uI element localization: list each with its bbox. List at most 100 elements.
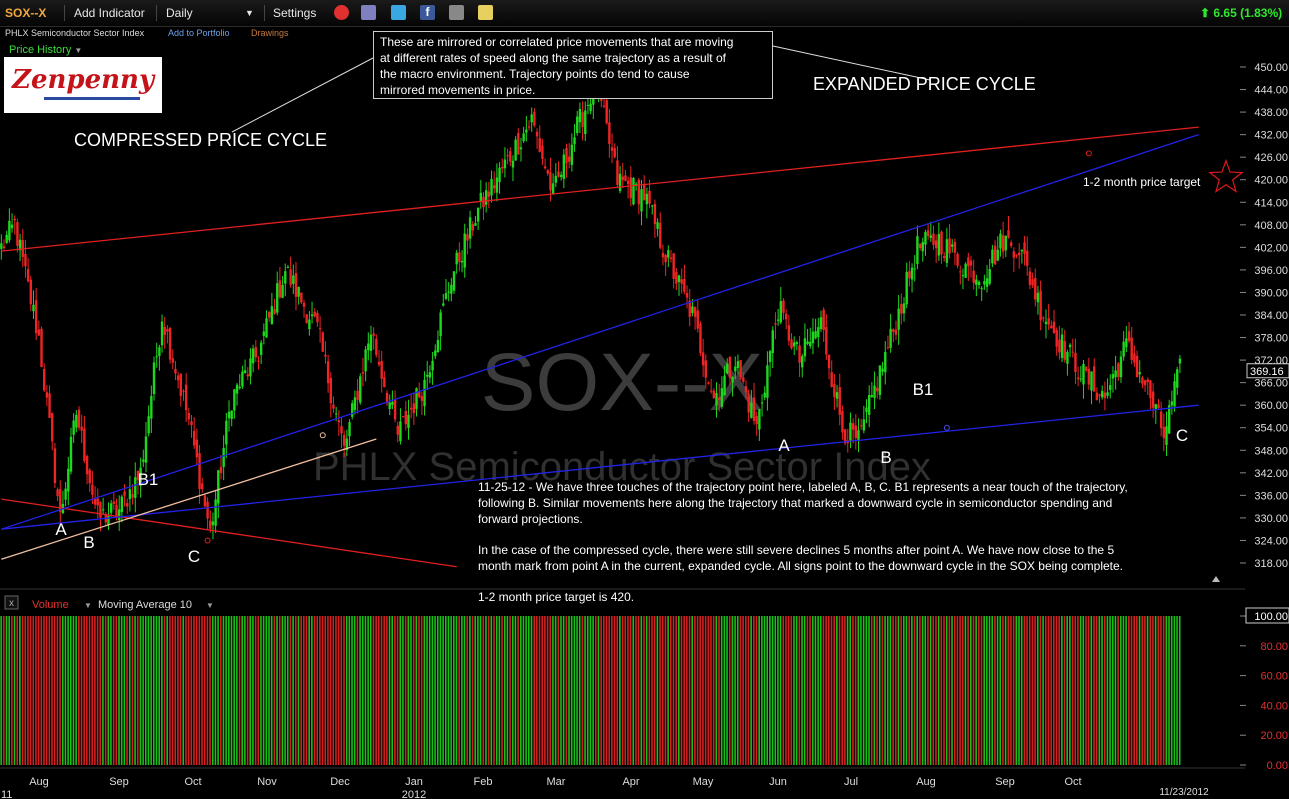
volume-bar	[249, 616, 252, 765]
candle-body	[1076, 377, 1080, 380]
candle-body	[24, 253, 27, 267]
volume-bar	[29, 616, 32, 765]
volume-bar	[477, 616, 479, 765]
candle-body	[300, 292, 303, 303]
symbol-field[interactable]: SOX--X	[5, 6, 47, 20]
candle-body	[284, 271, 287, 284]
volume-bar	[345, 616, 348, 765]
chevron-down-icon[interactable]: ▼	[206, 601, 214, 610]
volume-bar	[1122, 616, 1125, 765]
trendline-blue-steep[interactable]	[1, 134, 1199, 530]
price-history-menu[interactable]: Price History ▼	[9, 44, 82, 56]
volume-bar	[1138, 616, 1141, 765]
price-tick-label: 444.00	[1254, 85, 1288, 97]
scroll-up-icon[interactable]	[1212, 576, 1220, 582]
notes-icon[interactable]	[478, 5, 493, 20]
volume-bar	[268, 616, 270, 765]
close-panel-button[interactable]	[4, 595, 19, 610]
volume-bar	[1085, 616, 1087, 765]
candle-body	[292, 275, 295, 284]
alarm-icon[interactable]	[334, 5, 349, 20]
volume-bar	[956, 616, 959, 765]
volume-bar	[1015, 616, 1018, 765]
candle-body	[790, 339, 793, 349]
volume-label[interactable]: Volume	[32, 599, 69, 611]
candle-body	[150, 396, 153, 419]
settings-button[interactable]: Settings	[273, 6, 317, 20]
candle-body	[731, 376, 734, 383]
price-change: ⬆ 6.65 (1.83%)	[1200, 6, 1282, 20]
volume-bar	[1136, 616, 1138, 765]
trendline-handle[interactable]	[204, 537, 211, 544]
add-indicator-button[interactable]: Add Indicator	[74, 6, 145, 20]
volume-bar	[801, 616, 803, 765]
volume-bar	[648, 616, 651, 765]
candle-body	[458, 252, 461, 263]
volume-bar	[375, 616, 377, 765]
candle-body	[367, 343, 370, 351]
volume-bar	[1087, 616, 1090, 765]
note-line: 1-2 month price target is 420.	[478, 590, 635, 604]
volume-bar	[187, 616, 190, 765]
camera-icon[interactable]	[449, 5, 464, 20]
moving-average-label[interactable]: Moving Average 10	[98, 599, 192, 611]
candle-body	[859, 425, 863, 427]
candle-body	[685, 293, 689, 298]
volume-bar	[495, 616, 498, 765]
candle-body	[902, 303, 906, 314]
candle-body	[163, 326, 166, 336]
print-icon[interactable]	[361, 5, 376, 20]
candle-body	[1028, 271, 1032, 285]
volume-bar	[659, 616, 661, 765]
candle-body	[93, 499, 97, 505]
facebook-icon[interactable]: f	[420, 5, 435, 20]
candle-body	[683, 278, 686, 292]
add-to-portfolio-link[interactable]: Add to Portfolio	[168, 28, 230, 38]
trendline-handle[interactable]	[1085, 150, 1092, 157]
trendline-handle[interactable]	[319, 432, 326, 439]
candle-body	[276, 283, 279, 313]
chevron-down-icon[interactable]: ▼	[245, 8, 254, 18]
price-tick-label: 378.00	[1254, 333, 1288, 345]
volume-bar	[150, 616, 152, 765]
trendline-lower-red[interactable]	[1, 498, 457, 568]
candle-body	[742, 377, 745, 382]
interval-select[interactable]: Daily	[166, 6, 193, 20]
candle-body	[211, 521, 215, 526]
volume-bar	[782, 616, 785, 765]
twitter-icon[interactable]	[391, 5, 406, 20]
trendline-peach[interactable]	[1, 438, 377, 560]
volume-bar	[53, 616, 56, 765]
candle-body	[618, 173, 622, 192]
trendline-handle[interactable]	[943, 424, 950, 431]
volume-bar	[702, 616, 704, 765]
volume-bar	[568, 616, 570, 765]
volume-bar	[1106, 616, 1109, 765]
candle-body	[771, 330, 774, 354]
volume-bar	[61, 616, 64, 765]
volume-bar	[238, 616, 241, 765]
candle-body	[1143, 380, 1147, 386]
volume-bar	[720, 616, 723, 765]
trendline-blue-flat[interactable]	[1, 404, 1199, 530]
candle-body	[1133, 353, 1136, 363]
candle-body	[383, 377, 386, 388]
current-date-label: 11/23/2012	[1159, 787, 1209, 798]
candle-body	[726, 363, 729, 374]
chevron-down-icon[interactable]: ▼	[84, 601, 92, 610]
candle-body	[712, 390, 716, 399]
volume-bar	[1101, 616, 1103, 765]
volume-bar	[86, 616, 88, 765]
candle-body	[1098, 394, 1101, 396]
volume-bar	[214, 616, 217, 765]
candle-body	[584, 110, 587, 134]
volume-bar	[809, 616, 811, 765]
drawings-link[interactable]: Drawings	[251, 28, 289, 38]
candle-body	[281, 284, 284, 298]
volume-bar	[463, 616, 466, 765]
volume-bar	[471, 616, 474, 765]
volume-bar	[353, 616, 356, 765]
volume-bar	[394, 616, 396, 765]
month-label: Apr	[622, 776, 639, 788]
trendline-upper-red[interactable]	[1, 126, 1199, 252]
